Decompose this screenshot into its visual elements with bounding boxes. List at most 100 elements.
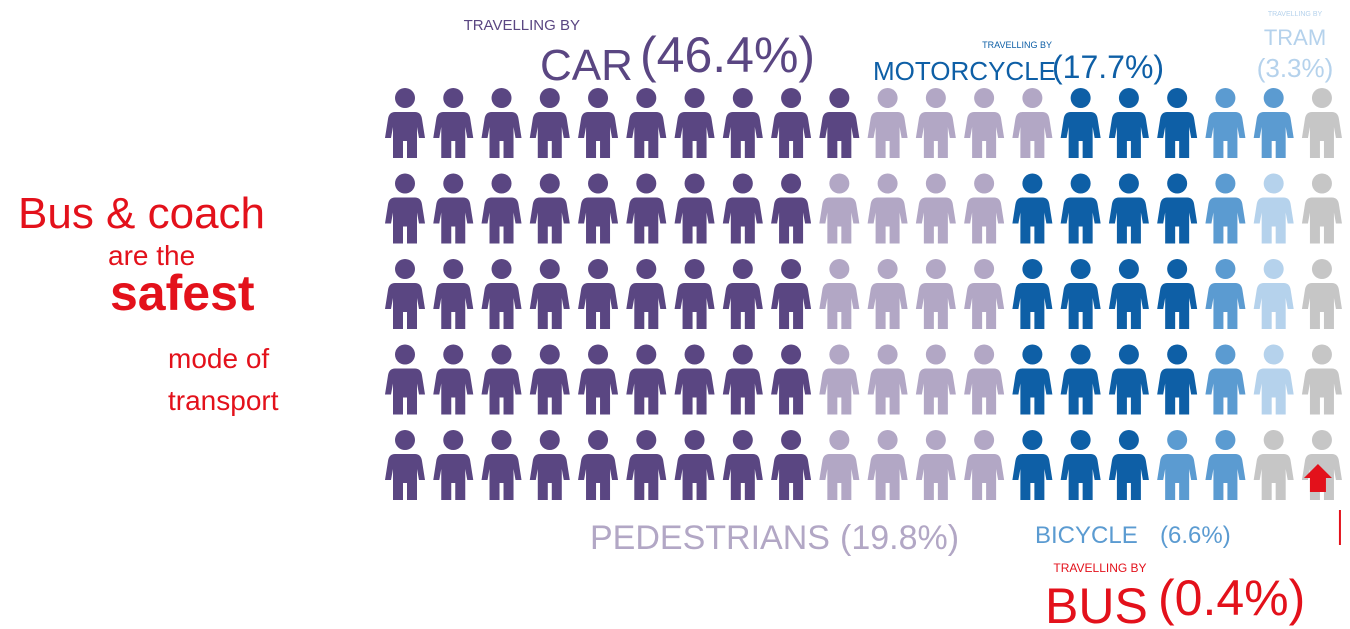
person-icon: [674, 344, 715, 415]
icon-body: [674, 368, 715, 415]
person-icon: [481, 259, 522, 329]
icon-head: [443, 344, 464, 365]
icon-head: [974, 344, 995, 365]
person-icon: [964, 344, 1005, 415]
icon-body: [433, 368, 474, 415]
icon-head: [684, 344, 705, 365]
icon-body: [529, 283, 570, 329]
icon-head: [1022, 430, 1043, 450]
person-icon: [1157, 344, 1198, 415]
icon-head: [539, 344, 560, 365]
icon-body: [481, 454, 522, 500]
person-icon: [1012, 430, 1053, 500]
icon-body: [433, 197, 474, 244]
other-icon: [1301, 259, 1342, 329]
icon-body: [626, 368, 667, 415]
icon-body: [819, 197, 860, 244]
person-icon: [1205, 259, 1246, 329]
icon-head: [443, 88, 464, 108]
person-icon: [771, 430, 812, 500]
icon-body: [964, 368, 1005, 415]
icon-body: [771, 197, 812, 244]
person-icon: [1253, 344, 1294, 415]
icon-body: [722, 112, 763, 158]
icon-head: [684, 173, 705, 194]
icon-head: [1167, 430, 1188, 450]
icon-head: [974, 430, 995, 450]
person-icon: [1060, 173, 1101, 244]
icon-head: [684, 430, 705, 450]
person-icon: [915, 344, 956, 415]
icon-head: [877, 88, 898, 108]
person-icon: [915, 173, 956, 244]
icon-body: [529, 112, 570, 158]
title-line: mode of: [168, 343, 269, 374]
icon-body: [867, 368, 908, 415]
icon-body: [674, 112, 715, 158]
icon-head: [1215, 259, 1236, 279]
icon-body: [481, 197, 522, 244]
icon-body: [964, 112, 1005, 158]
person-icon: [1157, 430, 1198, 500]
icon-head: [1311, 88, 1332, 108]
icon-body: [819, 368, 860, 415]
icon-head: [925, 88, 946, 108]
icon-body: [578, 112, 619, 158]
title-line: safest: [110, 265, 255, 321]
icon-body: [1108, 112, 1149, 158]
person-icon: [722, 430, 763, 500]
icon-body: [1301, 368, 1342, 415]
person-icon: [867, 173, 908, 244]
icon-body: [964, 454, 1005, 500]
icon-body: [771, 454, 812, 500]
person-icon: [674, 88, 715, 158]
value-label: (46.4%): [640, 27, 815, 83]
icon-body: [1157, 112, 1198, 158]
person-icon: [915, 259, 956, 329]
icon-body: [819, 454, 860, 500]
icon-body: [964, 283, 1005, 329]
person-icon: [1205, 173, 1246, 244]
icon-head: [925, 173, 946, 194]
title-line: Bus & coach: [18, 189, 265, 238]
icon-head: [1263, 88, 1284, 108]
person-icon: [1108, 173, 1149, 244]
icon-head: [1118, 344, 1139, 365]
person-icon: [867, 344, 908, 415]
icon-body: [578, 197, 619, 244]
icon-head: [1070, 88, 1091, 108]
person-icon: [481, 430, 522, 500]
person-icon: [819, 259, 860, 329]
icon-head: [1118, 88, 1139, 108]
icon-body: [1253, 368, 1294, 415]
person-icon: [964, 88, 1005, 158]
icon-head: [1263, 259, 1284, 279]
icon-head: [1215, 344, 1236, 365]
icon-head: [539, 88, 560, 108]
title-line: transport: [168, 385, 279, 416]
icon-body: [1157, 368, 1198, 415]
icon-head: [1167, 344, 1188, 365]
person-icon: [964, 173, 1005, 244]
icon-head: [395, 88, 415, 108]
person-icon: [771, 88, 812, 158]
icon-head: [1070, 430, 1091, 450]
icon-head: [636, 173, 657, 194]
icon-head: [1022, 344, 1043, 365]
value-label: (6.6%): [1160, 522, 1231, 549]
person-icon: [529, 430, 570, 500]
icon-body: [674, 197, 715, 244]
person-icon: [578, 173, 619, 244]
person-icon: [433, 173, 474, 244]
icon-head: [491, 344, 512, 365]
icon-body: [529, 197, 570, 244]
person-icon: [1012, 173, 1053, 244]
icon-head: [1022, 259, 1043, 279]
person-icon: [1108, 430, 1149, 500]
icon-body: [1012, 197, 1053, 244]
icon-head: [1215, 430, 1236, 450]
icon-head: [395, 344, 415, 365]
person-icon: [1108, 259, 1149, 329]
icon-head: [877, 430, 898, 450]
